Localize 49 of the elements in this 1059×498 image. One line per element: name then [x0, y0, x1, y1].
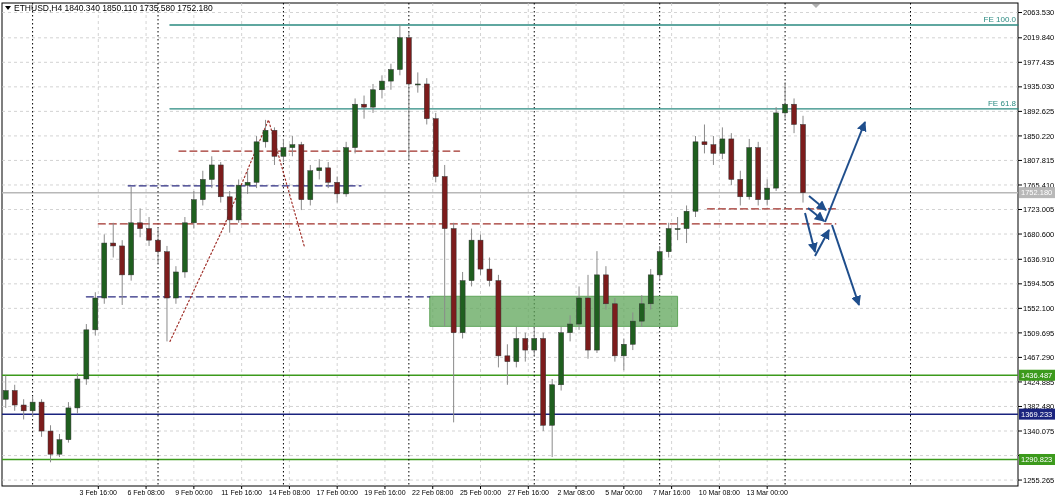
candlestick [110, 222, 116, 259]
candlestick [415, 71, 421, 94]
candlestick [621, 338, 627, 371]
candlestick [334, 176, 340, 204]
candlestick [325, 161, 331, 189]
candlestick [665, 222, 672, 259]
candlestick [11, 384, 18, 412]
candlestick [567, 314, 573, 342]
candlestick [146, 216, 152, 247]
candlestick [630, 311, 636, 351]
candlestick [719, 126, 726, 160]
candlestick [656, 245, 663, 282]
candlestick [791, 97, 797, 134]
candlestick [226, 190, 233, 234]
candlestick [29, 395, 36, 418]
candlestick [280, 138, 287, 163]
candlestick [191, 190, 197, 230]
candlestick [782, 81, 788, 120]
candlestick [486, 257, 493, 287]
candlestick [737, 170, 744, 206]
candlestick [2, 375, 9, 409]
candlestick [639, 294, 645, 328]
candlestick [388, 63, 394, 91]
candlestick [710, 135, 717, 166]
candlestick [316, 158, 323, 180]
series-label: FE 61.8 [987, 98, 1017, 108]
candlestick [244, 170, 251, 195]
candlestick [262, 119, 269, 149]
chart-title: ETHUSD,H4 1840.340 1850.110 1735.580 1752.180 [14, 3, 214, 13]
series-label: FE 100.0 [983, 14, 1017, 24]
candlestick [56, 433, 63, 458]
candlestick [20, 398, 27, 420]
candlestick [289, 135, 296, 157]
candlestick [209, 155, 215, 189]
candlestick [47, 424, 54, 463]
candlestick [522, 332, 529, 363]
candlestick [513, 326, 520, 368]
candlestick [200, 170, 206, 206]
candlestick [361, 95, 367, 120]
candlestick [701, 123, 708, 154]
candlestick [379, 74, 385, 99]
candlestick [683, 204, 690, 244]
candlestick [674, 216, 681, 241]
candlestick [504, 343, 511, 386]
candlestick [531, 326, 538, 357]
candlestick [155, 228, 161, 264]
candlestick [370, 83, 376, 114]
candlestick [137, 207, 143, 238]
candlestick [764, 178, 770, 206]
